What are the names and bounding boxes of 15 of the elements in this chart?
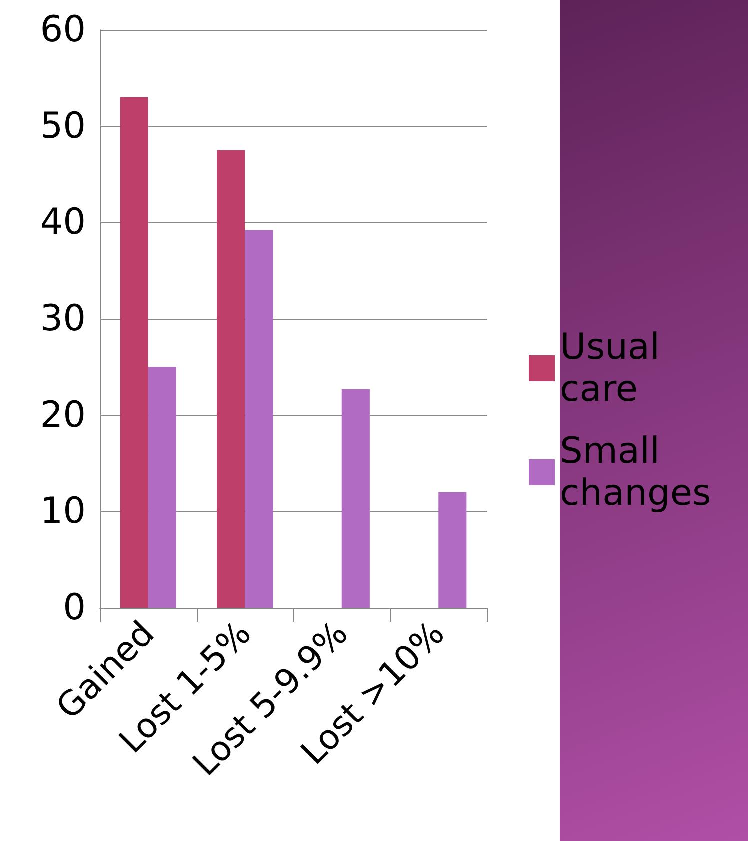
bar [217, 150, 246, 608]
bar [342, 389, 370, 608]
bar [120, 97, 148, 608]
y-tick-label: 20 [40, 394, 86, 436]
legend-label: Small changes [560, 431, 712, 514]
bar [245, 230, 274, 608]
y-tick-label: 0 [63, 588, 86, 628]
bar [148, 367, 176, 608]
y-tick-label: 50 [40, 106, 86, 147]
legend-label: Usual care [560, 327, 672, 410]
y-tick-label: 40 [40, 202, 86, 244]
y-tick-label: 10 [40, 491, 86, 532]
bar [438, 492, 467, 608]
y-tick-label: 30 [40, 298, 86, 340]
y-tick-label: 60 [40, 10, 86, 50]
